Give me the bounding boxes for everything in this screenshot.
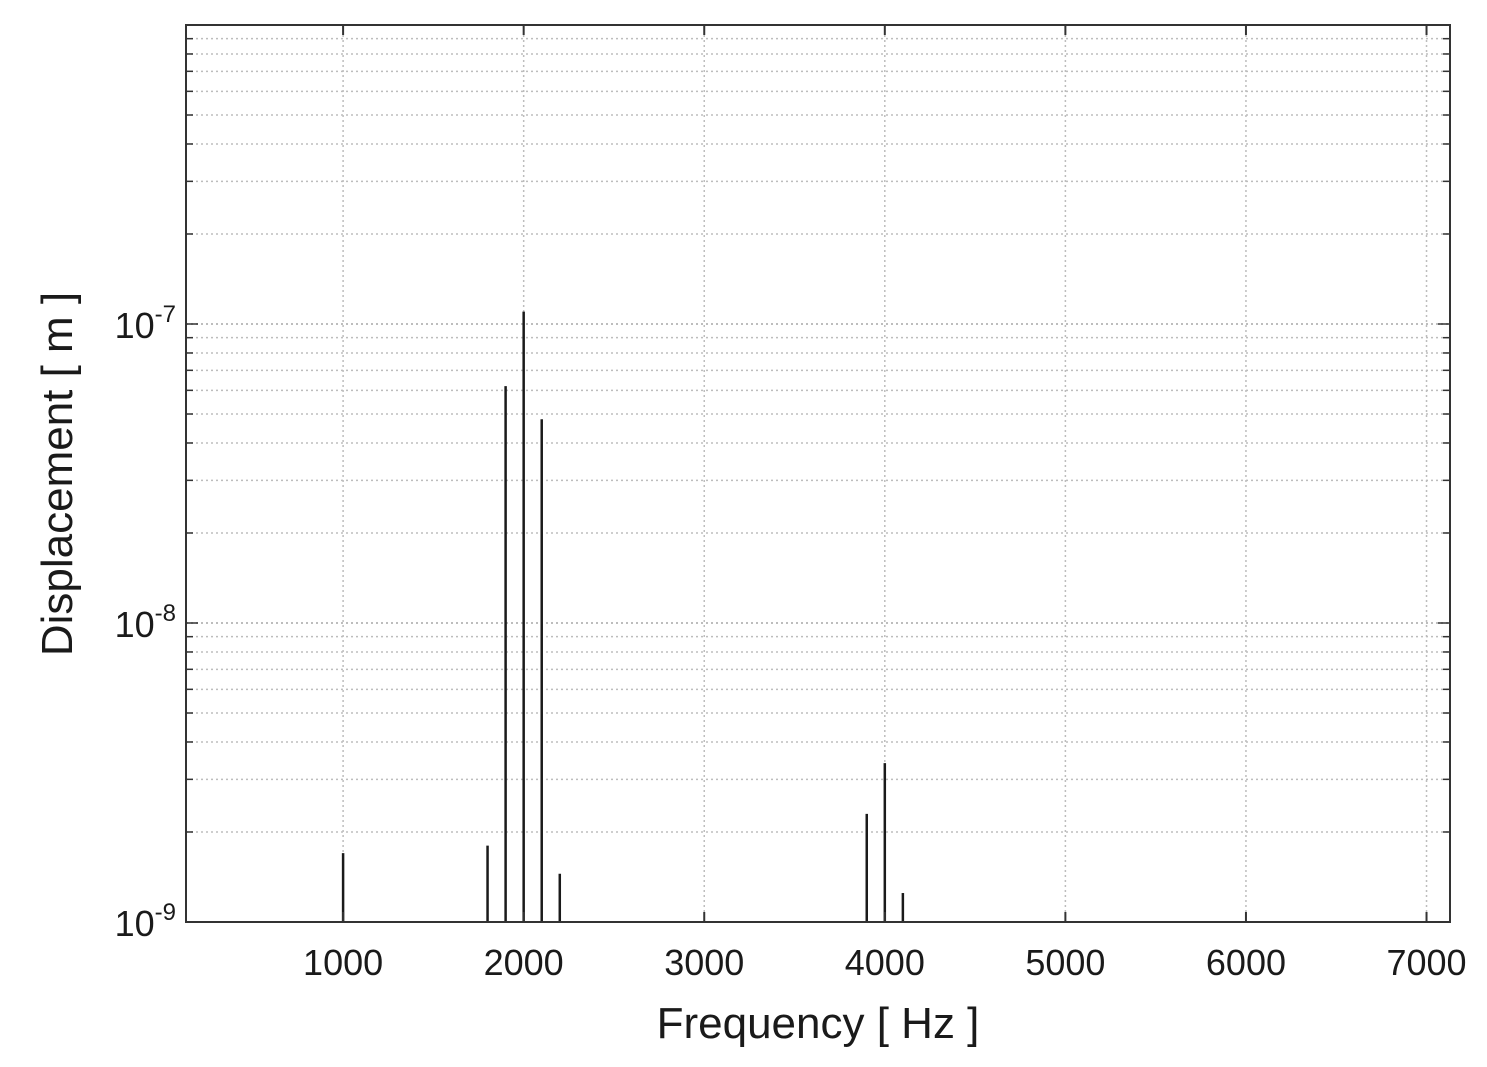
x-tick-label: 1000	[303, 942, 383, 983]
x-tick-label: 3000	[664, 942, 744, 983]
spectral-lines	[341, 311, 905, 922]
grid	[186, 25, 1450, 923]
plot-frame	[185, 24, 1451, 923]
y-tick-exponent: -9	[155, 899, 176, 926]
axis-ticks	[186, 25, 1450, 923]
x-tick-label: 7000	[1386, 942, 1466, 983]
x-tick-label: 4000	[845, 942, 925, 983]
y-axis-title: Displacement [ m ]	[33, 292, 82, 656]
x-axis-title: Frequency [ Hz ]	[657, 999, 980, 1048]
x-tick-label: 6000	[1206, 942, 1286, 983]
y-tick-exponent: -7	[155, 301, 176, 328]
y-tick-base: 10	[115, 903, 155, 944]
x-tick-label: 5000	[1025, 942, 1105, 983]
y-tick-label: 10-8	[115, 600, 176, 645]
y-tick-exponent: -8	[155, 600, 176, 627]
y-tick-base: 10	[115, 305, 155, 346]
x-tick-labels: 1000 2000 3000 4000 5000 6000 7000	[303, 942, 1467, 983]
y-tick-labels: 10-910-810-7	[115, 301, 176, 944]
y-tick-base: 10	[115, 604, 155, 645]
y-tick-label: 10-7	[115, 301, 176, 346]
x-tick-label: 2000	[484, 942, 564, 983]
y-tick-label: 10-9	[115, 899, 176, 944]
